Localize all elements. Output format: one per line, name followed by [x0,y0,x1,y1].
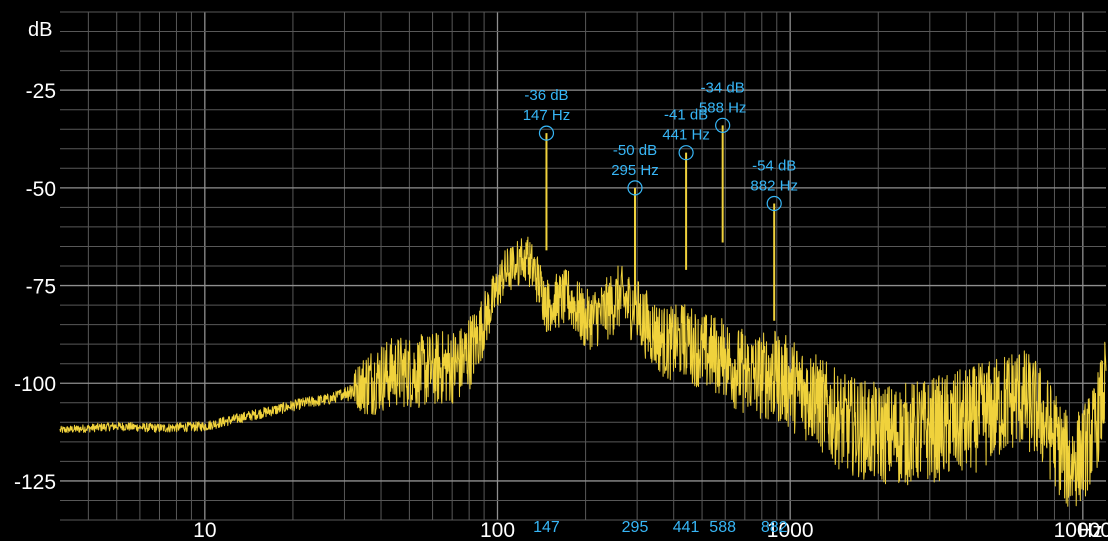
peak-frequency-label: 588 Hz [699,99,747,116]
y-tick-label: -100 [14,373,56,396]
y-tick-label: -75 [26,276,56,299]
y-tick-label: -25 [26,80,56,103]
x-peak-label: 441 [673,519,700,536]
peak-frequency-label: 441 Hz [662,127,710,144]
peak-level-label: -34 dB [701,79,745,96]
x-axis-unit: Hz [1078,520,1102,541]
y-tick-label: -125 [14,471,56,494]
x-peak-label: 147 [533,519,560,536]
x-peak-label: 882 [761,519,788,536]
peak-frequency-label: 295 Hz [611,162,659,179]
y-axis-unit: dB [28,19,52,41]
peak-frequency-label: 882 Hz [750,177,798,194]
y-tick-label: -50 [26,178,56,201]
peak-frequency-label: 147 Hz [523,107,571,124]
peak-level-label: -36 dB [524,87,568,104]
peak-level-label: -50 dB [613,142,657,159]
peak-level-label: -54 dB [752,157,796,174]
x-peak-label: 588 [709,519,736,536]
x-tick-label: 10 [193,519,216,541]
x-tick-label: 100 [480,519,515,541]
x-peak-label: 295 [622,519,649,536]
